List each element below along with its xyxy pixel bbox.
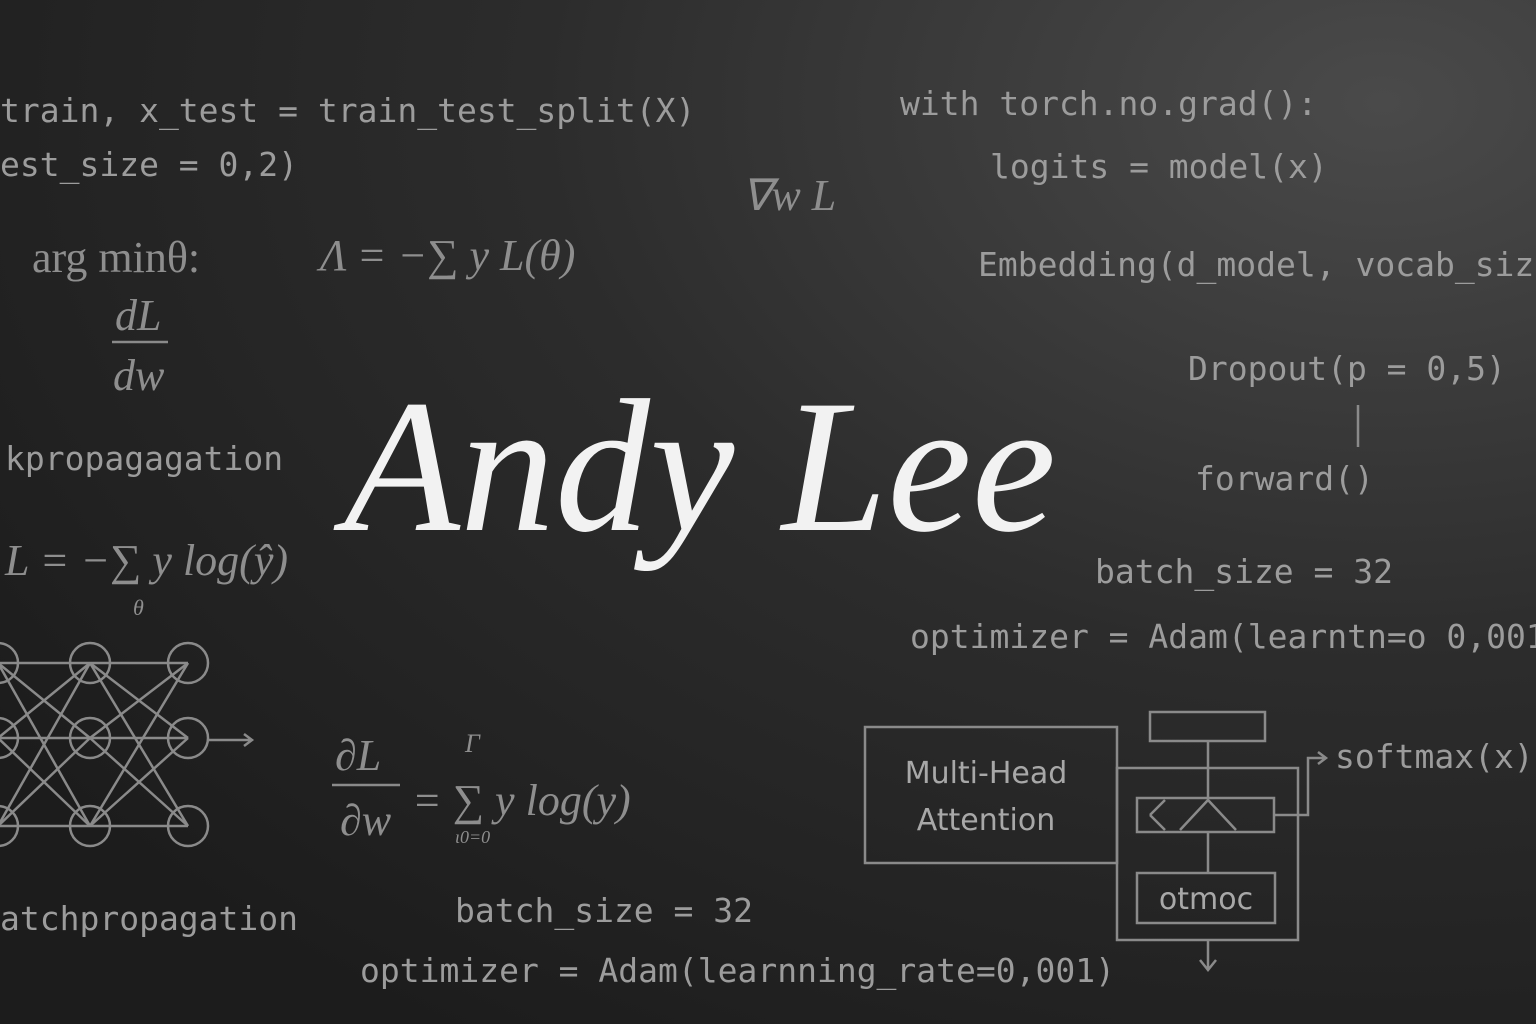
diagram-label: Attention [917, 803, 1055, 838]
edge [88, 662, 190, 827]
code-line: logits = model(x) [990, 147, 1328, 186]
formula: ∂w [340, 796, 392, 845]
formula: Γ [464, 729, 481, 758]
node [166, 641, 210, 685]
formula: dL [115, 291, 161, 340]
node [68, 641, 112, 685]
node [166, 804, 210, 848]
formula: ∂L [335, 731, 381, 780]
node [0, 641, 20, 685]
diagram-label: Multi-Head [905, 756, 1068, 791]
diagram-output: softmax(x) [1335, 737, 1534, 776]
node [0, 804, 20, 848]
title: Andy Lee [333, 362, 1056, 572]
box [1135, 871, 1277, 925]
node [68, 716, 112, 760]
formula: ∇w L [742, 171, 836, 220]
edge [0, 662, 92, 825]
diagram-label: otmoc [1159, 882, 1253, 917]
code-line: Embedding(d_model, vocab_size [978, 245, 1536, 285]
node [166, 716, 210, 760]
code-line: kpropagagation [5, 439, 283, 478]
node [0, 716, 20, 760]
formula: dw [113, 351, 165, 400]
code-line: forward() [1195, 459, 1374, 498]
code-line: optimizer = Adam(learnning_rate=0,001) [360, 951, 1115, 991]
code-line: batch_size = 32 [455, 891, 753, 931]
formula: ι0=0 [455, 827, 490, 847]
formula: = ∑ y log(y) [412, 776, 631, 825]
diagram-lines [1149, 741, 1329, 973]
arrow [208, 733, 255, 747]
formula: arg minθ: [32, 233, 200, 282]
code-line: atchpropagation [0, 899, 298, 938]
code-line: Dropout(p = 0,5) [1188, 349, 1506, 388]
code-line: train, x_test = train_test_split(X) [0, 91, 695, 131]
edge [89, 737, 189, 827]
formula: Λ = −∑ y L(θ) [316, 231, 575, 280]
code-line: with torch.no.grad(): [900, 84, 1317, 123]
code-line: batch_size = 32 [1095, 552, 1393, 592]
node [68, 804, 112, 848]
code-line: optimizer = Adam(learntn=o 0,001) [910, 617, 1536, 656]
formula: L = −∑ y log(ŷ) [4, 536, 288, 585]
formula: θ [133, 595, 144, 620]
neural-network [0, 641, 255, 848]
code-line: est_size = 0,2) [0, 145, 298, 185]
